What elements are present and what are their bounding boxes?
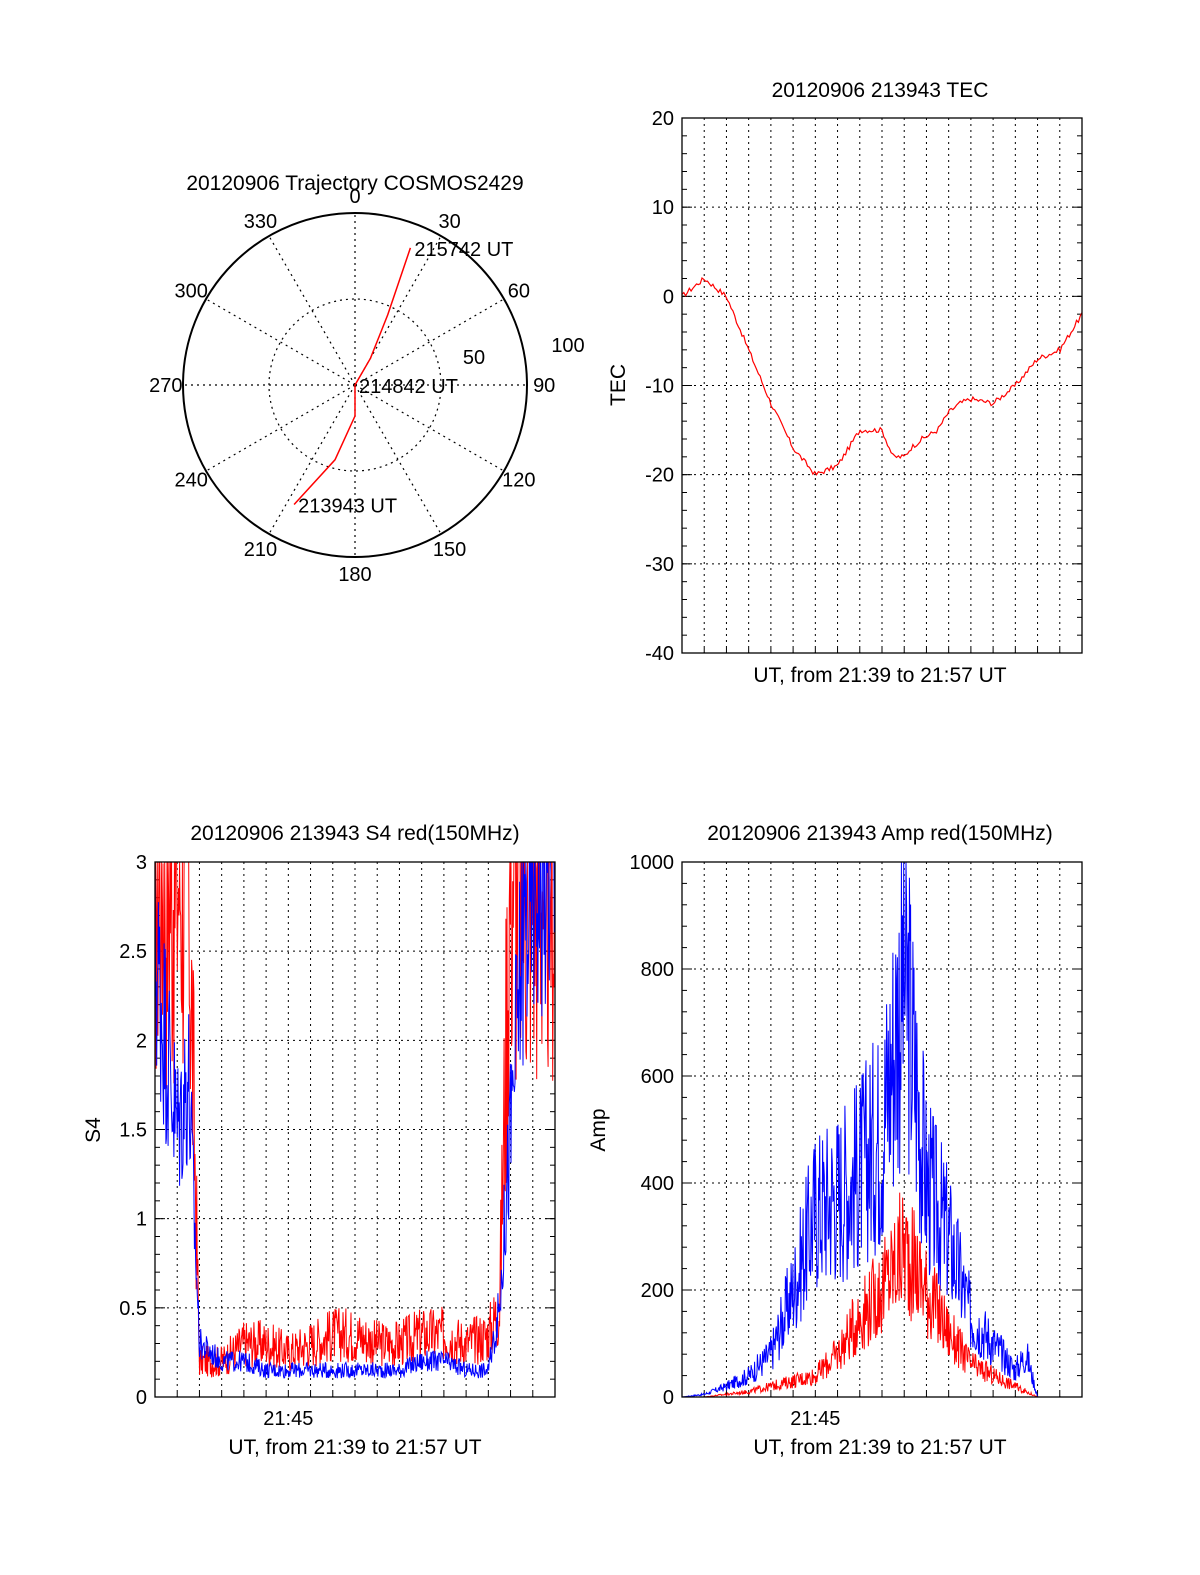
trajectory-time-label: 215742 UT — [414, 239, 513, 261]
s4-ylabel: S4 — [82, 1117, 105, 1143]
angle-label: 270 — [149, 375, 182, 397]
angle-label: 120 — [502, 470, 535, 492]
angle-label: 90 — [533, 375, 555, 397]
y-tick-label: -30 — [645, 554, 674, 576]
y-tick-label: 1 — [136, 1209, 147, 1231]
tec-ylabel: TEC — [607, 364, 630, 406]
spoke-line — [354, 384, 442, 535]
amp-xlabel: UT, from 21:39 to 21:57 UT — [753, 1436, 1006, 1459]
tec-xlabel: UT, from 21:39 to 21:57 UT — [753, 664, 1006, 687]
y-tick-label: -20 — [645, 465, 674, 487]
x-tick-label: 21:45 — [263, 1408, 313, 1430]
trajectory-line — [293, 247, 412, 506]
amp-title: 20120906 213943 Amp red(150MHz) — [707, 822, 1053, 845]
y-tick-label: 2 — [136, 1030, 147, 1052]
spoke-line — [268, 384, 356, 535]
series-line — [154, 861, 556, 1379]
tec-chart: 20120906 213943 TEC UT, from 21:39 to 21… — [607, 79, 1083, 687]
y-tick-label: 200 — [641, 1280, 674, 1302]
s4-chart: 20120906 213943 S4 red(150MHz) UT, from … — [82, 822, 556, 1459]
tec-title: 20120906 213943 TEC — [772, 79, 989, 102]
angle-label: 300 — [174, 280, 207, 302]
series-line — [681, 861, 1082, 1398]
amp-chart: 20120906 213943 Amp red(150MHz) UT, from… — [587, 822, 1083, 1459]
spoke-line — [354, 235, 442, 386]
polar-trajectory — [293, 247, 412, 506]
plot-frame — [681, 861, 1083, 1398]
angle-label: 210 — [244, 539, 277, 561]
polar-grid — [182, 212, 528, 558]
angle-label: 0 — [349, 186, 360, 208]
outer-ring — [182, 212, 528, 558]
s4-xlabel: UT, from 21:39 to 21:57 UT — [228, 1436, 481, 1459]
y-tick-label: 20 — [652, 108, 674, 130]
y-tick-label: 2.5 — [119, 941, 147, 963]
angle-label: 330 — [244, 211, 277, 233]
s4-title: 20120906 213943 S4 red(150MHz) — [190, 822, 519, 845]
y-tick-label: 800 — [641, 959, 674, 981]
y-tick-label: 0 — [663, 1387, 674, 1409]
polar-angle-labels: 0 30 60 90 120 150 180 210 240 270 300 330 — [149, 186, 555, 586]
polar-annotations: 215742 UT 214842 UT 213943 UT — [298, 239, 513, 518]
angle-label: 240 — [174, 470, 207, 492]
polar-title: 20120906 Trajectory COSMOS2429 — [186, 172, 523, 195]
trajectory-time-label: 214842 UT — [359, 376, 458, 398]
y-tick-label: 3 — [136, 852, 147, 874]
series-line — [682, 1192, 1082, 1398]
angle-label: 150 — [433, 539, 466, 561]
series-line — [681, 276, 1083, 476]
amp-ylabel: Amp — [587, 1108, 610, 1151]
y-tick-label: 1.5 — [119, 1120, 147, 1142]
spoke-line — [354, 384, 505, 472]
y-tick-label: -40 — [645, 643, 674, 665]
angle-label: 60 — [508, 280, 530, 302]
angle-label: 180 — [338, 564, 371, 586]
y-tick-label: 1000 — [630, 852, 675, 874]
y-tick-label: 0 — [663, 286, 674, 308]
y-tick-label: 0 — [136, 1387, 147, 1409]
series-line — [155, 861, 556, 1378]
spoke-line — [354, 298, 505, 386]
trajectory-time-label: 213943 UT — [298, 496, 397, 518]
y-tick-label: 400 — [641, 1173, 674, 1195]
spoke-line — [205, 384, 356, 472]
plot-frame — [681, 117, 1083, 654]
spoke-line — [268, 235, 356, 386]
polar-trajectory-chart: 20120906 Trajectory COSMOS2429 0 30 60 90 12… — [149, 172, 585, 586]
radius-label: 100 — [551, 335, 584, 357]
y-tick-label: 10 — [652, 197, 674, 219]
y-tick-label: 600 — [641, 1066, 674, 1088]
y-tick-label: -10 — [645, 376, 674, 398]
spoke-line — [205, 298, 356, 386]
y-tick-label: 0.5 — [119, 1298, 147, 1320]
plot-frame — [154, 861, 556, 1398]
polar-radius-labels: 50 100 — [463, 335, 585, 369]
radius-label: 50 — [463, 347, 485, 369]
x-tick-label: 21:45 — [790, 1408, 840, 1430]
angle-label: 30 — [438, 211, 460, 233]
